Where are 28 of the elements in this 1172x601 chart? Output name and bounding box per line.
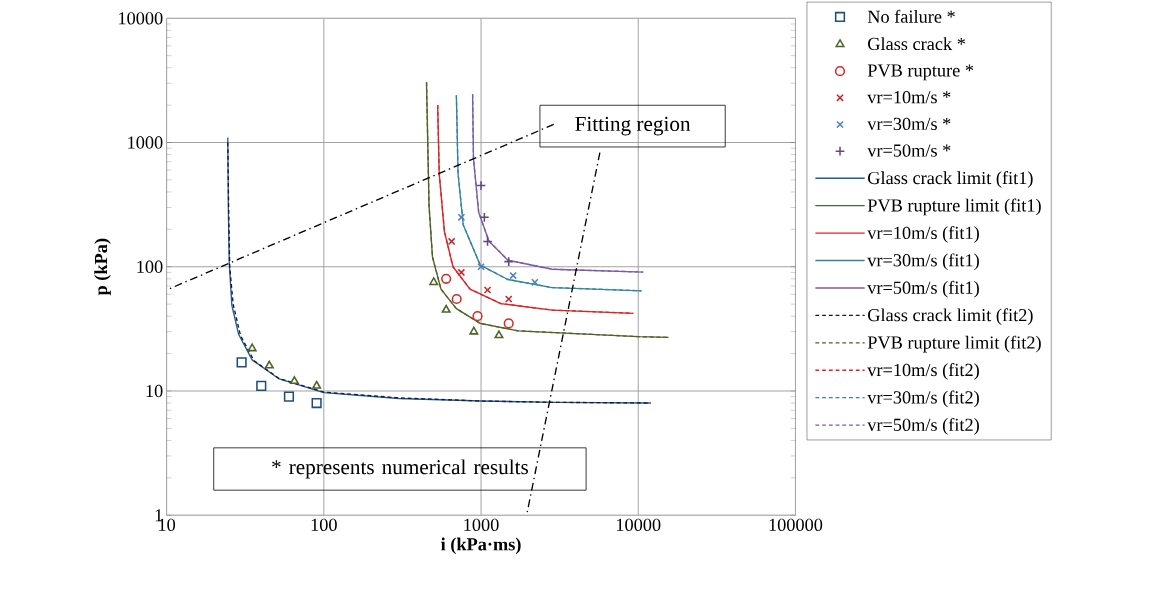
legend-label: Glass crack * bbox=[868, 37, 965, 51]
legend-label: vr=30m/s * bbox=[867, 117, 951, 131]
y-axis-title: p (kPa) bbox=[94, 238, 111, 296]
legend-label: vr=50m/s (fit2) bbox=[867, 417, 979, 435]
x-tick-label: 100000 bbox=[769, 518, 823, 531]
legend-label: Glass crack limit (fit1) bbox=[868, 171, 1033, 188]
y-tick-label: 1000 bbox=[128, 136, 163, 149]
annotation: Fitting region bbox=[575, 116, 691, 136]
x-tick-label: 10000 bbox=[616, 518, 661, 531]
legend-label: PVB rupture * bbox=[867, 64, 974, 81]
legend-label: vr=50m/s * bbox=[867, 144, 951, 157]
legend-label: vr=10m/s * bbox=[867, 91, 951, 104]
legend-label: vr=50m/s (fit1) bbox=[867, 280, 979, 298]
legend-label: No failure * bbox=[867, 9, 955, 23]
x-axis-title: i (kPa·ms) bbox=[441, 537, 521, 555]
y-tick-label: 10 bbox=[146, 384, 163, 398]
y-tick-label: 10000 bbox=[119, 12, 163, 25]
annotation: * represents numerical results bbox=[272, 459, 528, 479]
x-tick-label: 1000 bbox=[464, 518, 499, 531]
legend-label: PVB rupture limit (fit2) bbox=[867, 335, 1041, 353]
legend-label: vr=30m/s (fit1) bbox=[867, 253, 979, 271]
legend-label: vr=10m/s (fit2) bbox=[867, 363, 979, 380]
x-tick-label: 100 bbox=[311, 518, 337, 531]
legend-label: vr=30m/s (fit2) bbox=[867, 390, 979, 408]
legend-label: PVB rupture limit (fit1) bbox=[867, 198, 1041, 216]
legend-label: vr=10m/s (fit1) bbox=[867, 225, 979, 243]
y-tick-label: 100 bbox=[137, 260, 163, 273]
legend-label: Glass crack limit (fit2) bbox=[868, 308, 1033, 326]
